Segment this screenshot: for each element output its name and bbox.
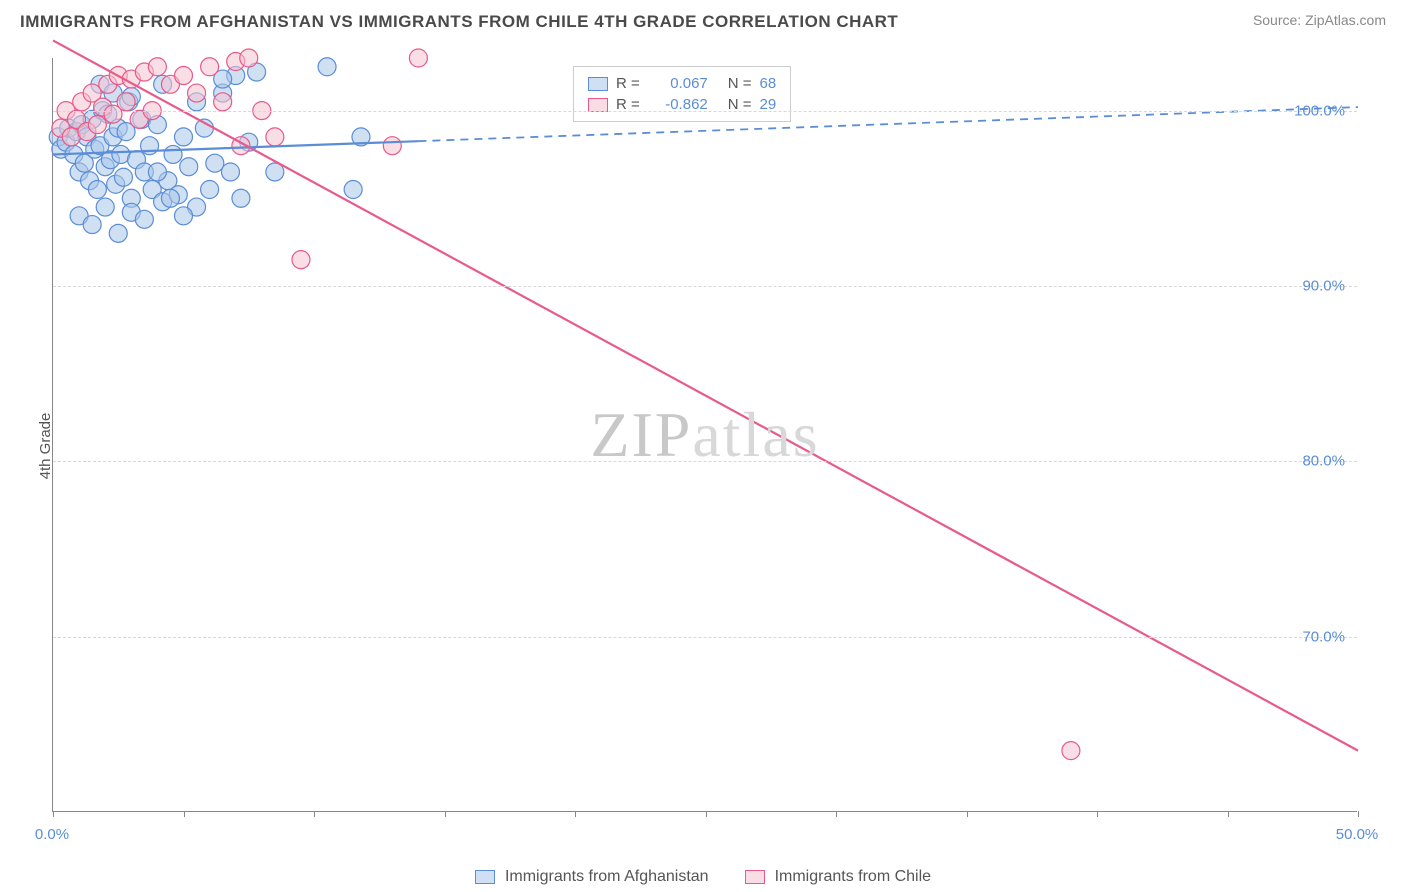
stats-swatch — [588, 98, 608, 112]
y-tick-label: 90.0% — [1302, 277, 1345, 294]
data-point — [318, 58, 336, 76]
data-point — [206, 154, 224, 172]
data-point — [114, 168, 132, 186]
stats-n-value: 68 — [760, 75, 777, 92]
data-point — [344, 181, 362, 199]
chart-svg — [53, 58, 1357, 811]
data-point — [88, 181, 106, 199]
y-tick-label: 100.0% — [1294, 102, 1345, 119]
y-tick-label: 80.0% — [1302, 453, 1345, 470]
x-tick — [53, 811, 54, 817]
data-point — [188, 84, 206, 102]
gridline — [53, 111, 1357, 112]
data-point — [1062, 742, 1080, 760]
stats-r-label: R = — [616, 75, 640, 92]
data-point — [201, 181, 219, 199]
x-tick-label-min: 0.0% — [35, 826, 69, 843]
x-tick — [575, 811, 576, 817]
data-point — [96, 198, 114, 216]
stats-row: R = 0.067 N = 68 — [588, 73, 776, 94]
data-point — [221, 163, 239, 181]
gridline — [53, 286, 1357, 287]
data-point — [266, 128, 284, 146]
data-point — [135, 210, 153, 228]
stats-swatch — [588, 77, 608, 91]
chart-title: IMMIGRANTS FROM AFGHANISTAN VS IMMIGRANT… — [20, 12, 898, 32]
data-point — [292, 251, 310, 269]
x-tick — [445, 811, 446, 817]
bottom-legend: Immigrants from Afghanistan Immigrants f… — [0, 868, 1406, 886]
x-tick — [314, 811, 315, 817]
data-point — [383, 137, 401, 155]
x-tick — [1097, 811, 1098, 817]
data-point — [201, 58, 219, 76]
x-tick-label-max: 50.0% — [1336, 826, 1379, 843]
data-point — [83, 216, 101, 234]
data-point — [175, 207, 193, 225]
data-point — [232, 189, 250, 207]
data-point — [117, 93, 135, 111]
y-tick-label: 70.0% — [1302, 628, 1345, 645]
legend-item-chile: Immigrants from Chile — [745, 868, 931, 886]
data-point — [164, 145, 182, 163]
stats-row: R =-0.862N =29 — [588, 94, 776, 115]
x-tick — [706, 811, 707, 817]
x-tick — [1228, 811, 1229, 817]
source-attribution: Source: ZipAtlas.com — [1253, 12, 1386, 28]
legend-swatch-chile — [745, 870, 765, 884]
x-tick — [184, 811, 185, 817]
legend-label-chile: Immigrants from Chile — [775, 868, 931, 886]
x-axis-labels: 0.0% 50.0% — [52, 826, 1357, 846]
data-point — [409, 49, 427, 67]
legend-swatch-afghanistan — [475, 870, 495, 884]
data-point — [214, 93, 232, 111]
plot-area: ZIPatlas R =0.067N =68R =-0.862N =29 70.… — [52, 58, 1357, 812]
data-point — [180, 158, 198, 176]
x-tick — [967, 811, 968, 817]
legend-item-afghanistan: Immigrants from Afghanistan — [475, 868, 709, 886]
data-point — [148, 58, 166, 76]
x-tick — [1358, 811, 1359, 817]
data-point — [109, 224, 127, 242]
gridline — [53, 637, 1357, 638]
stats-legend-box: R = 0.067 N = 68 R =-0.862N =29 — [573, 66, 791, 122]
data-point — [175, 128, 193, 146]
data-point — [88, 116, 106, 134]
legend-label-afghanistan: Immigrants from Afghanistan — [505, 868, 709, 886]
x-tick — [836, 811, 837, 817]
gridline — [53, 461, 1357, 462]
stats-n-label: N = — [728, 75, 752, 92]
data-point — [161, 189, 179, 207]
data-point — [240, 49, 258, 67]
stats-r-value: 0.067 — [648, 75, 708, 92]
chart-header: IMMIGRANTS FROM AFGHANISTAN VS IMMIGRANT… — [0, 0, 1406, 40]
data-point — [175, 67, 193, 85]
data-point — [148, 163, 166, 181]
